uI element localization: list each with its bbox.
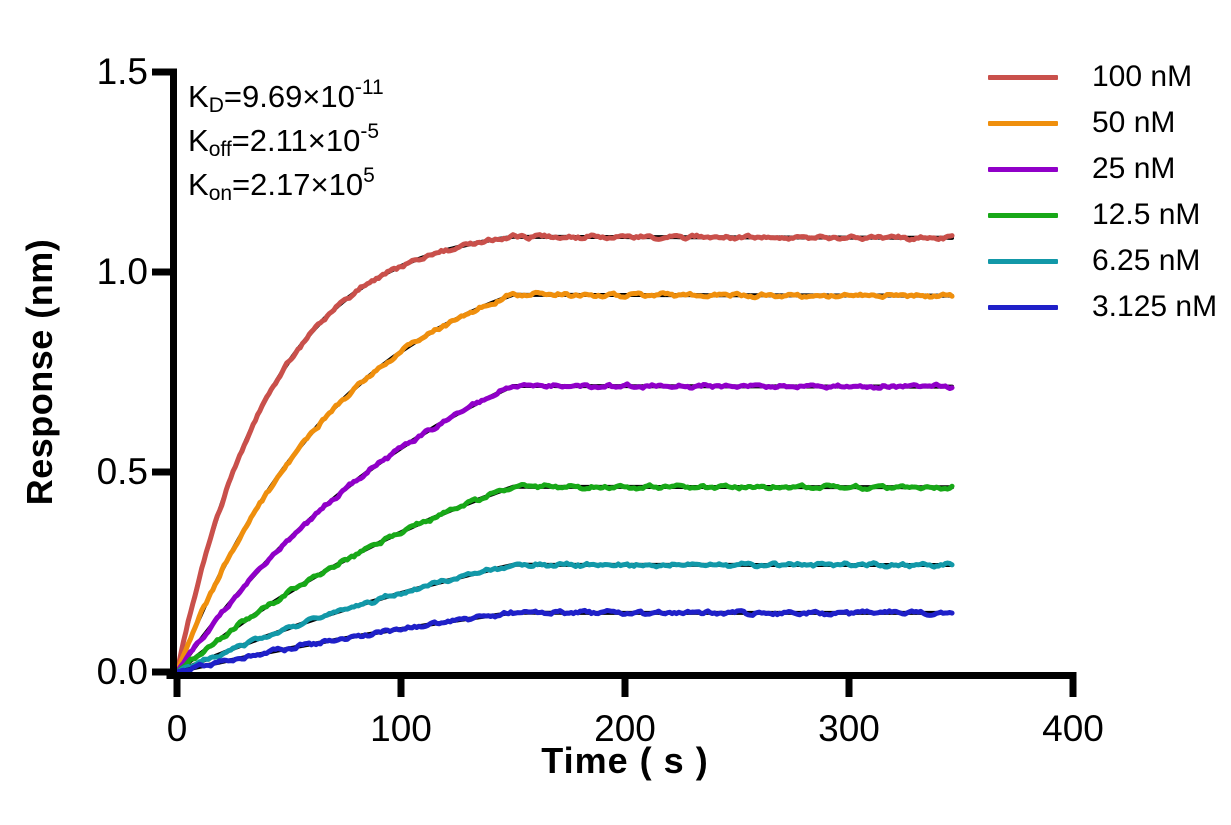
kinetics-equals: = bbox=[223, 79, 242, 114]
legend-swatch-line-icon bbox=[988, 74, 1058, 80]
legend-label: 3.125 nM bbox=[1092, 290, 1218, 323]
kinetics-symbol: K bbox=[188, 167, 209, 202]
legend-label: 100 nM bbox=[1092, 60, 1193, 93]
kinetics-row-1: Koff=2.11×10-5 bbox=[188, 110, 384, 161]
kinetics-row-2: Kon=2.17×105 bbox=[188, 154, 384, 205]
xtick-label-1: 100 bbox=[370, 708, 432, 749]
xtick-label-3: 300 bbox=[818, 708, 880, 749]
kinetics-exponent: -11 bbox=[354, 76, 384, 99]
data-curve-50nM bbox=[174, 289, 955, 675]
ytick-label-3: 1.5 bbox=[96, 51, 148, 92]
xtick-label-4: 400 bbox=[1042, 708, 1104, 749]
legend-label: 12.5 nM bbox=[1092, 198, 1201, 231]
x-axis-title: Time ( s ) bbox=[541, 740, 709, 781]
kinetics-annotation: KD=9.69×10-11 Koff=2.11×10-5 Kon=2.17×105 bbox=[188, 66, 384, 205]
legend-item[interactable]: 100 nM bbox=[988, 54, 1228, 100]
legend-swatch-line-icon bbox=[988, 120, 1058, 126]
xtick-label-0: 0 bbox=[166, 708, 188, 749]
kinetics-equals: = bbox=[232, 167, 251, 202]
kinetics-mantissa: 2.11×10 bbox=[249, 123, 361, 158]
kinetics-mantissa: 9.69×10 bbox=[241, 79, 355, 114]
legend-item[interactable]: 25 nM bbox=[988, 146, 1228, 192]
kinetics-symbol: K bbox=[188, 79, 209, 114]
fit-curve-25nM bbox=[175, 384, 955, 674]
fit-curve-12.5nM bbox=[175, 484, 955, 674]
fit-curve-6.25nM bbox=[175, 562, 955, 674]
legend-swatch-line-icon bbox=[988, 304, 1058, 310]
data-curve-6.25nM bbox=[174, 560, 955, 675]
axes-layer bbox=[152, 68, 1077, 697]
legend-item[interactable]: 6.25 nM bbox=[988, 238, 1228, 284]
ytick-label-0: 0.0 bbox=[96, 651, 148, 692]
legend-swatch-line-icon bbox=[988, 258, 1058, 264]
kinetics-subscript: off bbox=[208, 138, 232, 161]
kinetics-symbol: K bbox=[188, 123, 209, 158]
xtick-label-2: 200 bbox=[594, 708, 656, 749]
legend-label: 6.25 nM bbox=[1092, 244, 1201, 277]
legend-swatch-line-icon bbox=[988, 166, 1058, 172]
data-curve-3.125nM bbox=[174, 607, 955, 675]
curves-layer bbox=[174, 232, 955, 675]
kinetics-equals: = bbox=[231, 123, 250, 158]
kinetics-subscript: on bbox=[208, 182, 233, 205]
legend-label: 50 nM bbox=[1092, 106, 1176, 139]
legend-item[interactable]: 3.125 nM bbox=[988, 284, 1228, 330]
legend-swatch-line-icon bbox=[988, 212, 1058, 218]
legend: 100 nM 50 nM 25 nM 12.5 nM 6.25 nM 3.125 nM bbox=[988, 54, 1228, 330]
kinetics-row-0: KD=9.69×10-11 bbox=[188, 66, 384, 117]
kinetics-subscript: D bbox=[208, 94, 224, 117]
data-curve-25nM bbox=[174, 381, 955, 675]
legend-label: 25 nM bbox=[1092, 152, 1176, 185]
ytick-label-1: 0.5 bbox=[96, 451, 148, 492]
kinetics-mantissa: 2.17×10 bbox=[250, 167, 364, 202]
data-curve-12.5nM bbox=[174, 481, 955, 675]
data-curve-100nM bbox=[174, 232, 955, 675]
fit-curve-3.125nM bbox=[175, 610, 955, 674]
y-axis-title: Response (nm) bbox=[19, 238, 60, 506]
kinetics-exponent: 5 bbox=[363, 164, 375, 187]
ytick-label-2: 1.0 bbox=[96, 251, 148, 292]
kinetics-exponent: -5 bbox=[360, 120, 380, 143]
legend-item[interactable]: 12.5 nM bbox=[988, 192, 1228, 238]
legend-item[interactable]: 50 nM bbox=[988, 100, 1228, 146]
